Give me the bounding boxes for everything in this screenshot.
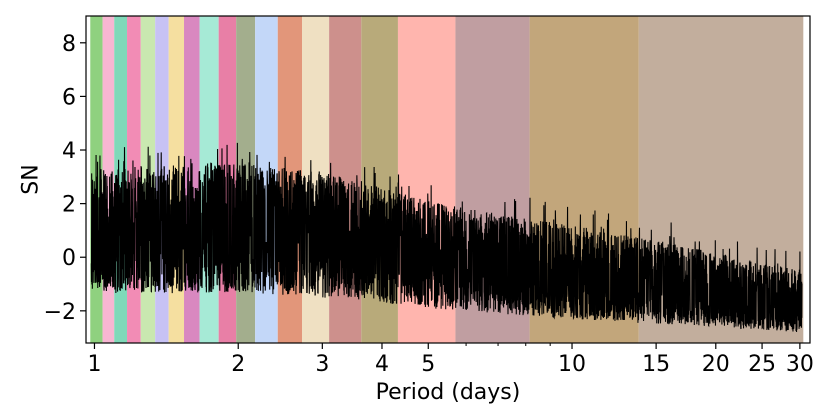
y-tick-label-1: 0 [62, 246, 76, 271]
sn-line [90, 142, 803, 333]
x-tick-label-3: 3 [315, 352, 329, 377]
x-tick-label-4: 4 [375, 352, 389, 377]
x-axis: 1 2 3 4 5 10 15 20 25 30 [87, 343, 814, 377]
x-axis-label: Period (days) [376, 380, 521, 405]
y-axis-label: SN [19, 164, 44, 194]
x-tick-label-25: 25 [748, 352, 776, 377]
y-tick-label-2: 2 [62, 193, 76, 218]
x-tick-label-30: 30 [786, 352, 814, 377]
period-band-2 [102, 16, 115, 343]
x-tick-label-2: 2 [231, 352, 245, 377]
y-axis: −2 0 2 4 6 8 [44, 32, 86, 325]
sn-series [90, 142, 803, 333]
plot-frame [85, 15, 811, 344]
y-tick-label-4: 6 [62, 85, 76, 110]
x-tick-label-20: 20 [702, 352, 730, 377]
y-tick-label-0: −2 [44, 300, 76, 325]
x-tick-label-5: 5 [421, 352, 435, 377]
y-tick-label-3: 4 [62, 139, 76, 164]
x-tick-label-10: 10 [558, 352, 586, 377]
y-tick-label-5: 8 [62, 32, 76, 57]
x-tick-label-15: 15 [642, 352, 670, 377]
x-tick-label-1: 1 [87, 352, 101, 377]
